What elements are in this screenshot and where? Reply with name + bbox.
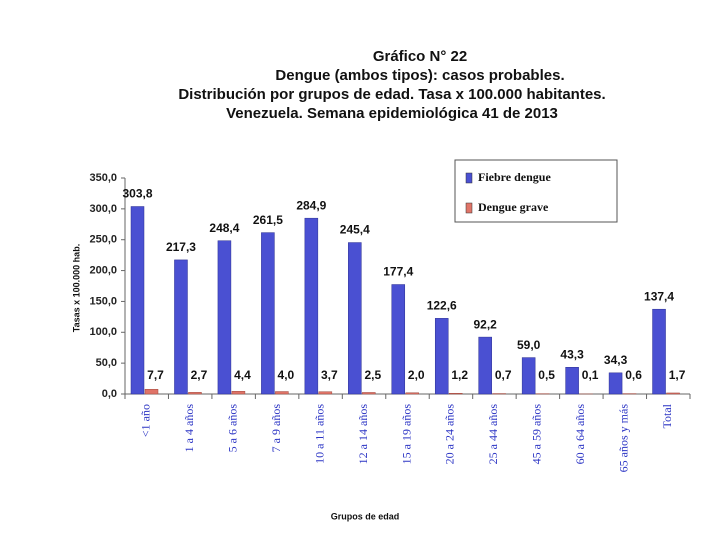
x-tick-label: Total (660, 403, 674, 428)
bar (261, 232, 275, 395)
data-label: 248,4 (209, 221, 239, 235)
bar (608, 372, 623, 395)
data-label: 0,7 (495, 368, 512, 382)
data-label: 7,7 (147, 368, 164, 382)
bar (434, 318, 449, 395)
data-label: 34,3 (604, 353, 628, 367)
chart-title: Gráfico N° 22 (373, 48, 467, 65)
legend-label: Dengue grave (478, 200, 549, 214)
data-label: 261,5 (253, 213, 283, 227)
x-tick-label: 20 a 24 años (443, 404, 457, 465)
bar (275, 391, 289, 395)
data-label: 0,5 (538, 368, 555, 382)
bar (231, 391, 246, 395)
data-label: 177,4 (383, 265, 413, 279)
data-label: 245,4 (340, 223, 370, 237)
y-tick-label: 350,0 (89, 172, 117, 184)
x-tick-label: 7 a 9 años (269, 404, 283, 453)
data-label: 0,6 (625, 368, 642, 382)
bar (652, 308, 666, 395)
data-label: 0,1 (582, 368, 599, 382)
data-label: 217,3 (166, 240, 196, 254)
legend-swatch (465, 172, 473, 184)
x-axis-title: Grupos de edad (331, 511, 400, 521)
y-tick-label: 300,0 (89, 203, 117, 215)
bar (188, 392, 202, 395)
x-tick-label: 45 a 59 años (530, 404, 544, 465)
data-label: 2,5 (364, 368, 381, 382)
bar (521, 357, 536, 395)
x-tick-label: <1 año (138, 404, 152, 437)
legend-box (454, 159, 618, 223)
x-tick-label: 12 a 14 años (356, 404, 370, 465)
bar (565, 367, 579, 395)
y-tick-label: 0,0 (102, 388, 117, 400)
bar (304, 217, 319, 395)
y-tick-label: 50,0 (96, 357, 117, 369)
y-axis-title: Tasas x 100.000 hab. (71, 244, 81, 332)
data-label: 3,7 (321, 368, 338, 382)
bar (478, 336, 492, 395)
data-label: 303,8 (122, 187, 152, 201)
chart-title: Dengue (ambos tipos): casos probables. (275, 67, 564, 84)
x-tick-label: 60 a 64 años (573, 404, 587, 465)
x-tick-label: 65 años y más (617, 404, 631, 473)
legend-label: Fiebre dengue (478, 170, 551, 184)
data-label: 4,0 (278, 368, 295, 382)
y-tick-label: 100,0 (89, 326, 117, 338)
data-label: 122,6 (427, 299, 457, 313)
data-label: 1,2 (451, 368, 468, 382)
legend-swatch (465, 202, 473, 214)
bar (217, 240, 232, 395)
data-label: 284,9 (296, 198, 326, 212)
y-tick-label: 200,0 (89, 264, 117, 276)
chart-title: Distribución por grupos de edad. Tasa x … (178, 86, 605, 103)
bar (666, 392, 680, 395)
bar (405, 392, 420, 395)
bar (448, 393, 463, 395)
y-tick-label: 250,0 (89, 234, 117, 246)
data-label: 137,4 (644, 289, 674, 303)
bar (130, 206, 145, 395)
bar (144, 388, 159, 395)
data-label: 2,0 (408, 368, 425, 382)
x-tick-label: 15 a 19 años (399, 404, 413, 465)
x-tick-label: 5 a 6 años (225, 404, 239, 453)
bar (174, 259, 188, 395)
x-tick-label: 25 a 44 años (486, 404, 500, 465)
data-label: 2,7 (191, 368, 208, 382)
bar (391, 284, 406, 395)
chart-title: Venezuela. Semana epidemiológica 41 de 2… (226, 105, 558, 122)
bar (348, 242, 362, 395)
y-tick-label: 150,0 (89, 295, 117, 307)
x-tick-label: 10 a 11 años (312, 404, 326, 464)
bar (318, 391, 333, 395)
data-label: 4,4 (234, 368, 251, 382)
data-label: 1,7 (669, 368, 686, 382)
data-label: 92,2 (474, 317, 498, 331)
data-label: 43,3 (560, 347, 584, 361)
bar (362, 392, 376, 395)
x-tick-label: 1 a 4 años (182, 404, 196, 453)
data-label: 59,0 (517, 338, 541, 352)
